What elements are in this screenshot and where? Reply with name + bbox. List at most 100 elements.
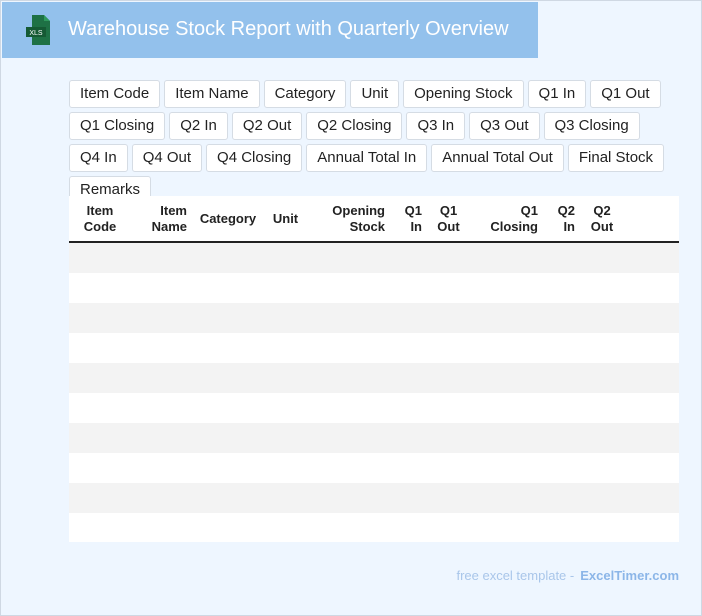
table-cell[interactable] xyxy=(265,242,306,273)
table-cell[interactable] xyxy=(389,333,426,363)
column-header[interactable]: Q2 In xyxy=(542,196,579,243)
table-cell[interactable] xyxy=(389,393,426,423)
table-cell[interactable] xyxy=(426,363,471,393)
table-cell[interactable] xyxy=(131,453,191,483)
column-chip[interactable]: Category xyxy=(263,80,347,108)
table-cell[interactable] xyxy=(625,483,679,513)
table-cell[interactable] xyxy=(579,333,625,363)
column-header[interactable]: Item Name xyxy=(131,196,191,243)
column-chip[interactable]: Annual Total Out xyxy=(431,144,564,172)
table-cell[interactable] xyxy=(265,273,306,303)
table-cell[interactable] xyxy=(69,423,131,453)
column-chip[interactable]: Q4 Out xyxy=(131,144,203,172)
column-chip[interactable]: Annual Total In xyxy=(306,144,428,172)
table-cell[interactable] xyxy=(625,393,679,423)
table-cell[interactable] xyxy=(306,453,389,483)
table-cell[interactable] xyxy=(69,363,131,393)
table-cell[interactable] xyxy=(426,303,471,333)
table-cell[interactable] xyxy=(389,483,426,513)
column-chip[interactable]: Q4 Closing xyxy=(206,144,303,172)
table-cell[interactable] xyxy=(306,333,389,363)
column-chip[interactable]: Q2 In xyxy=(169,112,228,140)
table-cell[interactable] xyxy=(579,303,625,333)
table-cell[interactable] xyxy=(625,242,679,273)
table-cell[interactable] xyxy=(389,423,426,453)
table-cell[interactable] xyxy=(471,453,542,483)
table-cell[interactable] xyxy=(426,393,471,423)
column-chip[interactable]: Q2 Out xyxy=(231,112,303,140)
table-cell[interactable] xyxy=(265,483,306,513)
table-cell[interactable] xyxy=(542,303,579,333)
column-chip[interactable]: Final Stock xyxy=(567,144,665,172)
table-cell[interactable] xyxy=(471,303,542,333)
table-cell[interactable] xyxy=(306,423,389,453)
table-cell[interactable] xyxy=(191,513,265,542)
table-cell[interactable] xyxy=(191,483,265,513)
column-chip[interactable]: Item Name xyxy=(164,80,260,108)
table-cell[interactable] xyxy=(625,273,679,303)
table-cell[interactable] xyxy=(191,393,265,423)
column-chip[interactable]: Q3 Closing xyxy=(543,112,640,140)
column-header[interactable]: Category xyxy=(191,196,265,243)
column-header[interactable]: Q1 Closing xyxy=(471,196,542,243)
table-cell[interactable] xyxy=(579,242,625,273)
table-cell[interactable] xyxy=(579,453,625,483)
table-cell[interactable] xyxy=(69,513,131,542)
table-cell[interactable] xyxy=(389,273,426,303)
table-cell[interactable] xyxy=(131,303,191,333)
column-chip[interactable]: Q2 Closing xyxy=(306,112,403,140)
table-cell[interactable] xyxy=(426,423,471,453)
table-cell[interactable] xyxy=(306,273,389,303)
column-header[interactable]: Item Code xyxy=(69,196,131,243)
table-cell[interactable] xyxy=(69,303,131,333)
table-cell[interactable] xyxy=(265,423,306,453)
table-cell[interactable] xyxy=(389,303,426,333)
table-cell[interactable] xyxy=(265,303,306,333)
column-chip[interactable]: Q4 In xyxy=(69,144,128,172)
table-cell[interactable] xyxy=(426,483,471,513)
table-cell[interactable] xyxy=(579,393,625,423)
table-cell[interactable] xyxy=(69,242,131,273)
table-cell[interactable] xyxy=(131,363,191,393)
table-cell[interactable] xyxy=(389,363,426,393)
table-cell[interactable] xyxy=(306,303,389,333)
table-cell[interactable] xyxy=(542,242,579,273)
table-cell[interactable] xyxy=(191,273,265,303)
table-cell[interactable] xyxy=(306,513,389,542)
table-cell[interactable] xyxy=(542,483,579,513)
table-cell[interactable] xyxy=(306,483,389,513)
table-cell[interactable] xyxy=(542,393,579,423)
column-chip[interactable]: Unit xyxy=(350,80,400,108)
table-cell[interactable] xyxy=(131,423,191,453)
table-cell[interactable] xyxy=(579,363,625,393)
table-cell[interactable] xyxy=(426,453,471,483)
table-cell[interactable] xyxy=(471,333,542,363)
table-cell[interactable] xyxy=(542,513,579,542)
table-cell[interactable] xyxy=(471,483,542,513)
table-cell[interactable] xyxy=(131,483,191,513)
table-cell[interactable] xyxy=(542,273,579,303)
table-cell[interactable] xyxy=(69,333,131,363)
table-cell[interactable] xyxy=(191,333,265,363)
column-chip[interactable]: Q3 Out xyxy=(469,112,540,140)
table-cell[interactable] xyxy=(131,242,191,273)
table-cell[interactable] xyxy=(389,513,426,542)
column-header[interactable]: Q2 Out xyxy=(579,196,625,243)
table-cell[interactable] xyxy=(471,423,542,453)
column-header[interactable]: Opening Stock xyxy=(306,196,389,243)
table-cell[interactable] xyxy=(579,513,625,542)
table-cell[interactable] xyxy=(389,453,426,483)
column-chip[interactable]: Q1 Out xyxy=(590,80,661,108)
table-cell[interactable] xyxy=(625,303,679,333)
table-cell[interactable] xyxy=(191,303,265,333)
table-cell[interactable] xyxy=(471,513,542,542)
table-cell[interactable] xyxy=(191,363,265,393)
table-cell[interactable] xyxy=(625,453,679,483)
table-cell[interactable] xyxy=(265,453,306,483)
table-cell[interactable] xyxy=(625,363,679,393)
table-cell[interactable] xyxy=(426,333,471,363)
data-table-container[interactable]: Item Code Item Name Category Unit Opening Stock… xyxy=(69,196,679,542)
table-cell[interactable] xyxy=(542,363,579,393)
table-cell[interactable] xyxy=(265,363,306,393)
table-cell[interactable] xyxy=(471,393,542,423)
